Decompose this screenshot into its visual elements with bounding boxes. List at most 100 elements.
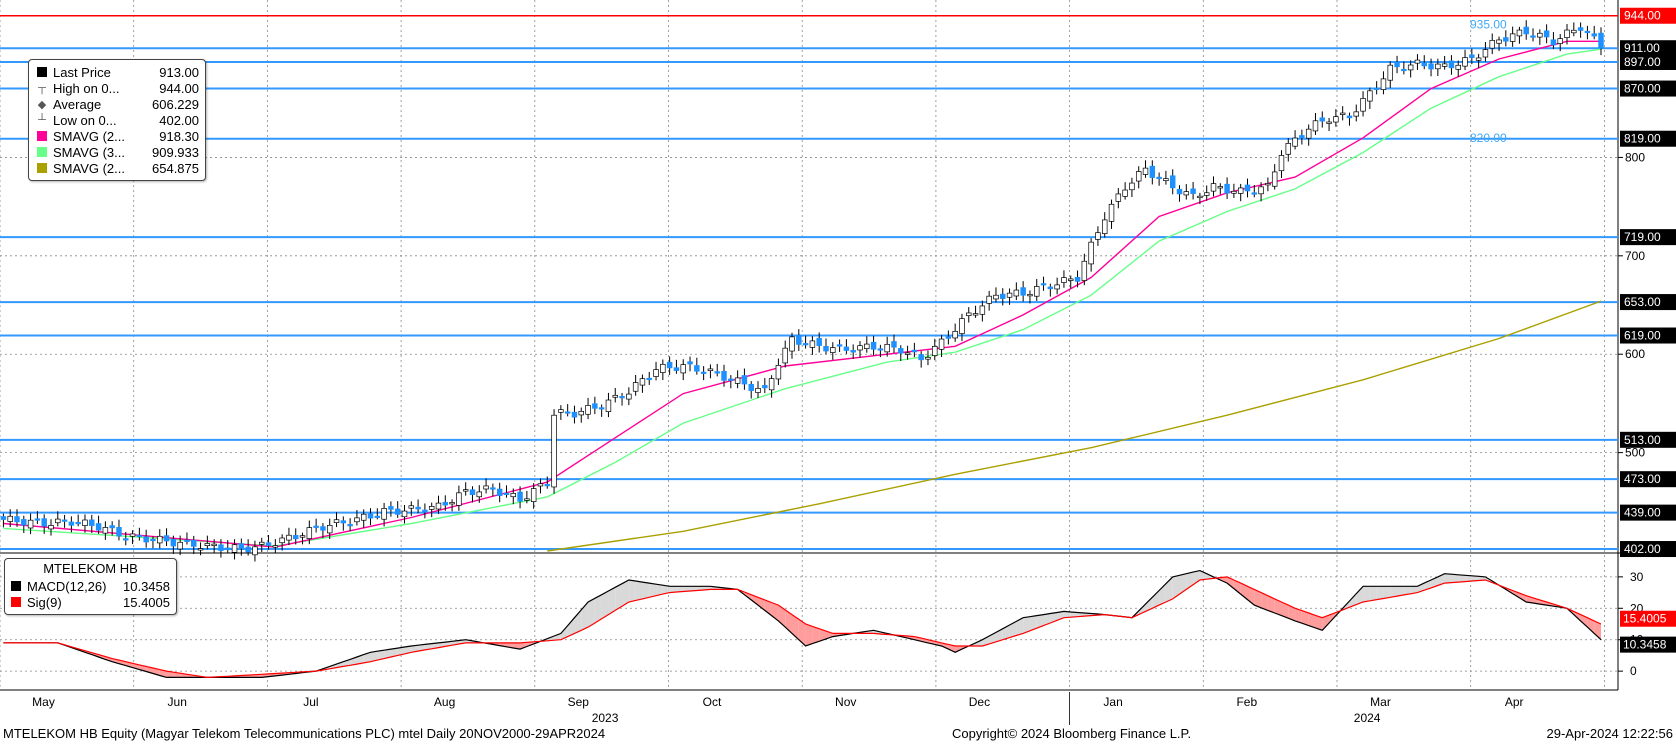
candle-body [1061, 277, 1067, 283]
candle-body [197, 548, 204, 551]
candle-body [1047, 286, 1054, 290]
candle-body [1169, 175, 1176, 189]
candle-body [1258, 186, 1264, 195]
candle-body [1135, 171, 1142, 182]
legend-row-signal: Sig(9) 15.4005 [11, 594, 170, 610]
macd-histogram-fill [642, 582, 650, 599]
macd-swatch [11, 581, 21, 591]
macd-histogram-fill [370, 651, 378, 662]
candle-body [592, 403, 598, 409]
macd-histogram-fill [1390, 586, 1398, 598]
candle-body [1537, 32, 1543, 38]
candle-body [1414, 59, 1421, 64]
candle-body [864, 343, 870, 349]
candle-body [734, 377, 741, 384]
candle-body [259, 541, 265, 545]
level-value-label: 513.00 [1624, 433, 1661, 447]
candle-body [1006, 292, 1013, 298]
macd-histogram-fill [669, 586, 677, 593]
level-value-box [1620, 80, 1676, 97]
axes: 5006007008000102030944.00911.00897.00870… [32, 7, 1676, 725]
legend-value: 606.229 [152, 96, 199, 112]
macd-legend[interactable]: MTELEKOM HB MACD(12,26) 10.3458 Sig(9) 1… [4, 558, 177, 615]
candle-body [1441, 63, 1448, 67]
candle-body [476, 491, 483, 498]
macd-histogram-fill [1308, 613, 1316, 628]
candle-body [680, 364, 686, 374]
macd-histogram-fill [1261, 592, 1268, 611]
low-marker-icon: ┴ [38, 114, 46, 126]
macd-histogram-fill [1267, 595, 1275, 613]
macd-histogram-fill [948, 644, 956, 653]
average-marker-icon: ◆ [37, 98, 47, 111]
legend-value: 15.4005 [123, 594, 170, 610]
price-legend[interactable]: Last Price 913.00 ┬ High on 0... 944.00 … [28, 59, 206, 181]
candle-body [741, 375, 748, 385]
candle-body [415, 506, 421, 510]
candle-body [347, 524, 353, 527]
candle-body [483, 485, 489, 490]
macd-histogram-fill [662, 585, 670, 595]
candle-body [0, 516, 7, 520]
candle-body [1462, 57, 1468, 67]
macd-histogram-fill [1363, 586, 1370, 602]
level-annotation: 820.00 [1470, 131, 1507, 145]
legend-row-last-price: Last Price 913.00 [37, 64, 199, 80]
x-month-label: Aug [434, 695, 455, 709]
candle-body [1469, 54, 1475, 58]
sma-short-swatch [37, 131, 47, 141]
footer-timestamp: 29-Apr-2024 12:22:56 [1546, 726, 1673, 741]
candle-body [1326, 121, 1332, 124]
macd-histogram-fill [615, 583, 623, 611]
candle-body [728, 378, 734, 381]
x-month-label: Mar [1370, 695, 1391, 709]
candle-body [544, 484, 550, 487]
candle-body [225, 547, 231, 550]
candle-body [340, 520, 347, 524]
candle-body [911, 349, 918, 353]
candle-body [986, 295, 992, 304]
candle-body [82, 519, 88, 526]
candle-body [61, 519, 68, 522]
macd-histogram-fill [975, 639, 983, 646]
macd-histogram-fill [1220, 576, 1228, 584]
candle-body [326, 524, 333, 534]
macd-histogram-fill [1397, 586, 1404, 597]
macd-histogram-fill [424, 643, 432, 650]
candle-body [1584, 30, 1591, 34]
candle-body [306, 527, 313, 539]
candle-body [1523, 26, 1529, 35]
level-value-label: 473.00 [1624, 472, 1661, 486]
macd-histogram-fill [1349, 593, 1357, 608]
candle-body [646, 377, 652, 381]
candle-body [884, 343, 890, 353]
macd-histogram-fill [778, 605, 786, 628]
candle-body [218, 544, 224, 551]
candle-body [55, 518, 61, 524]
candle-body [823, 345, 829, 352]
candle-body [966, 312, 972, 316]
candle-body [1319, 117, 1326, 122]
candle-body [1530, 35, 1536, 38]
candle-body [7, 515, 13, 522]
candle-body [367, 513, 374, 519]
candle-body [1591, 33, 1597, 37]
candlestick-series [0, 20, 1604, 562]
legend-label: MACD(12,26) [27, 578, 107, 594]
candle-body [1496, 39, 1502, 44]
level-annotation: 935.00 [1470, 18, 1507, 32]
legend-value: 918.30 [159, 128, 199, 144]
candle-body [1224, 183, 1230, 194]
candle-body [1571, 29, 1577, 34]
candle-body [653, 369, 659, 377]
macd-histogram-fill [921, 638, 928, 643]
sma-short-line [3, 40, 1601, 548]
candle-body [809, 340, 816, 348]
legend-label: High on 0... [53, 80, 120, 96]
level-value-box [1620, 504, 1676, 521]
macd-value-label: 10.3458 [1623, 638, 1667, 652]
candle-body [768, 378, 775, 391]
macd-histogram-fill [1295, 608, 1302, 624]
macd-histogram-fill [411, 645, 419, 653]
candle-body [462, 489, 469, 492]
